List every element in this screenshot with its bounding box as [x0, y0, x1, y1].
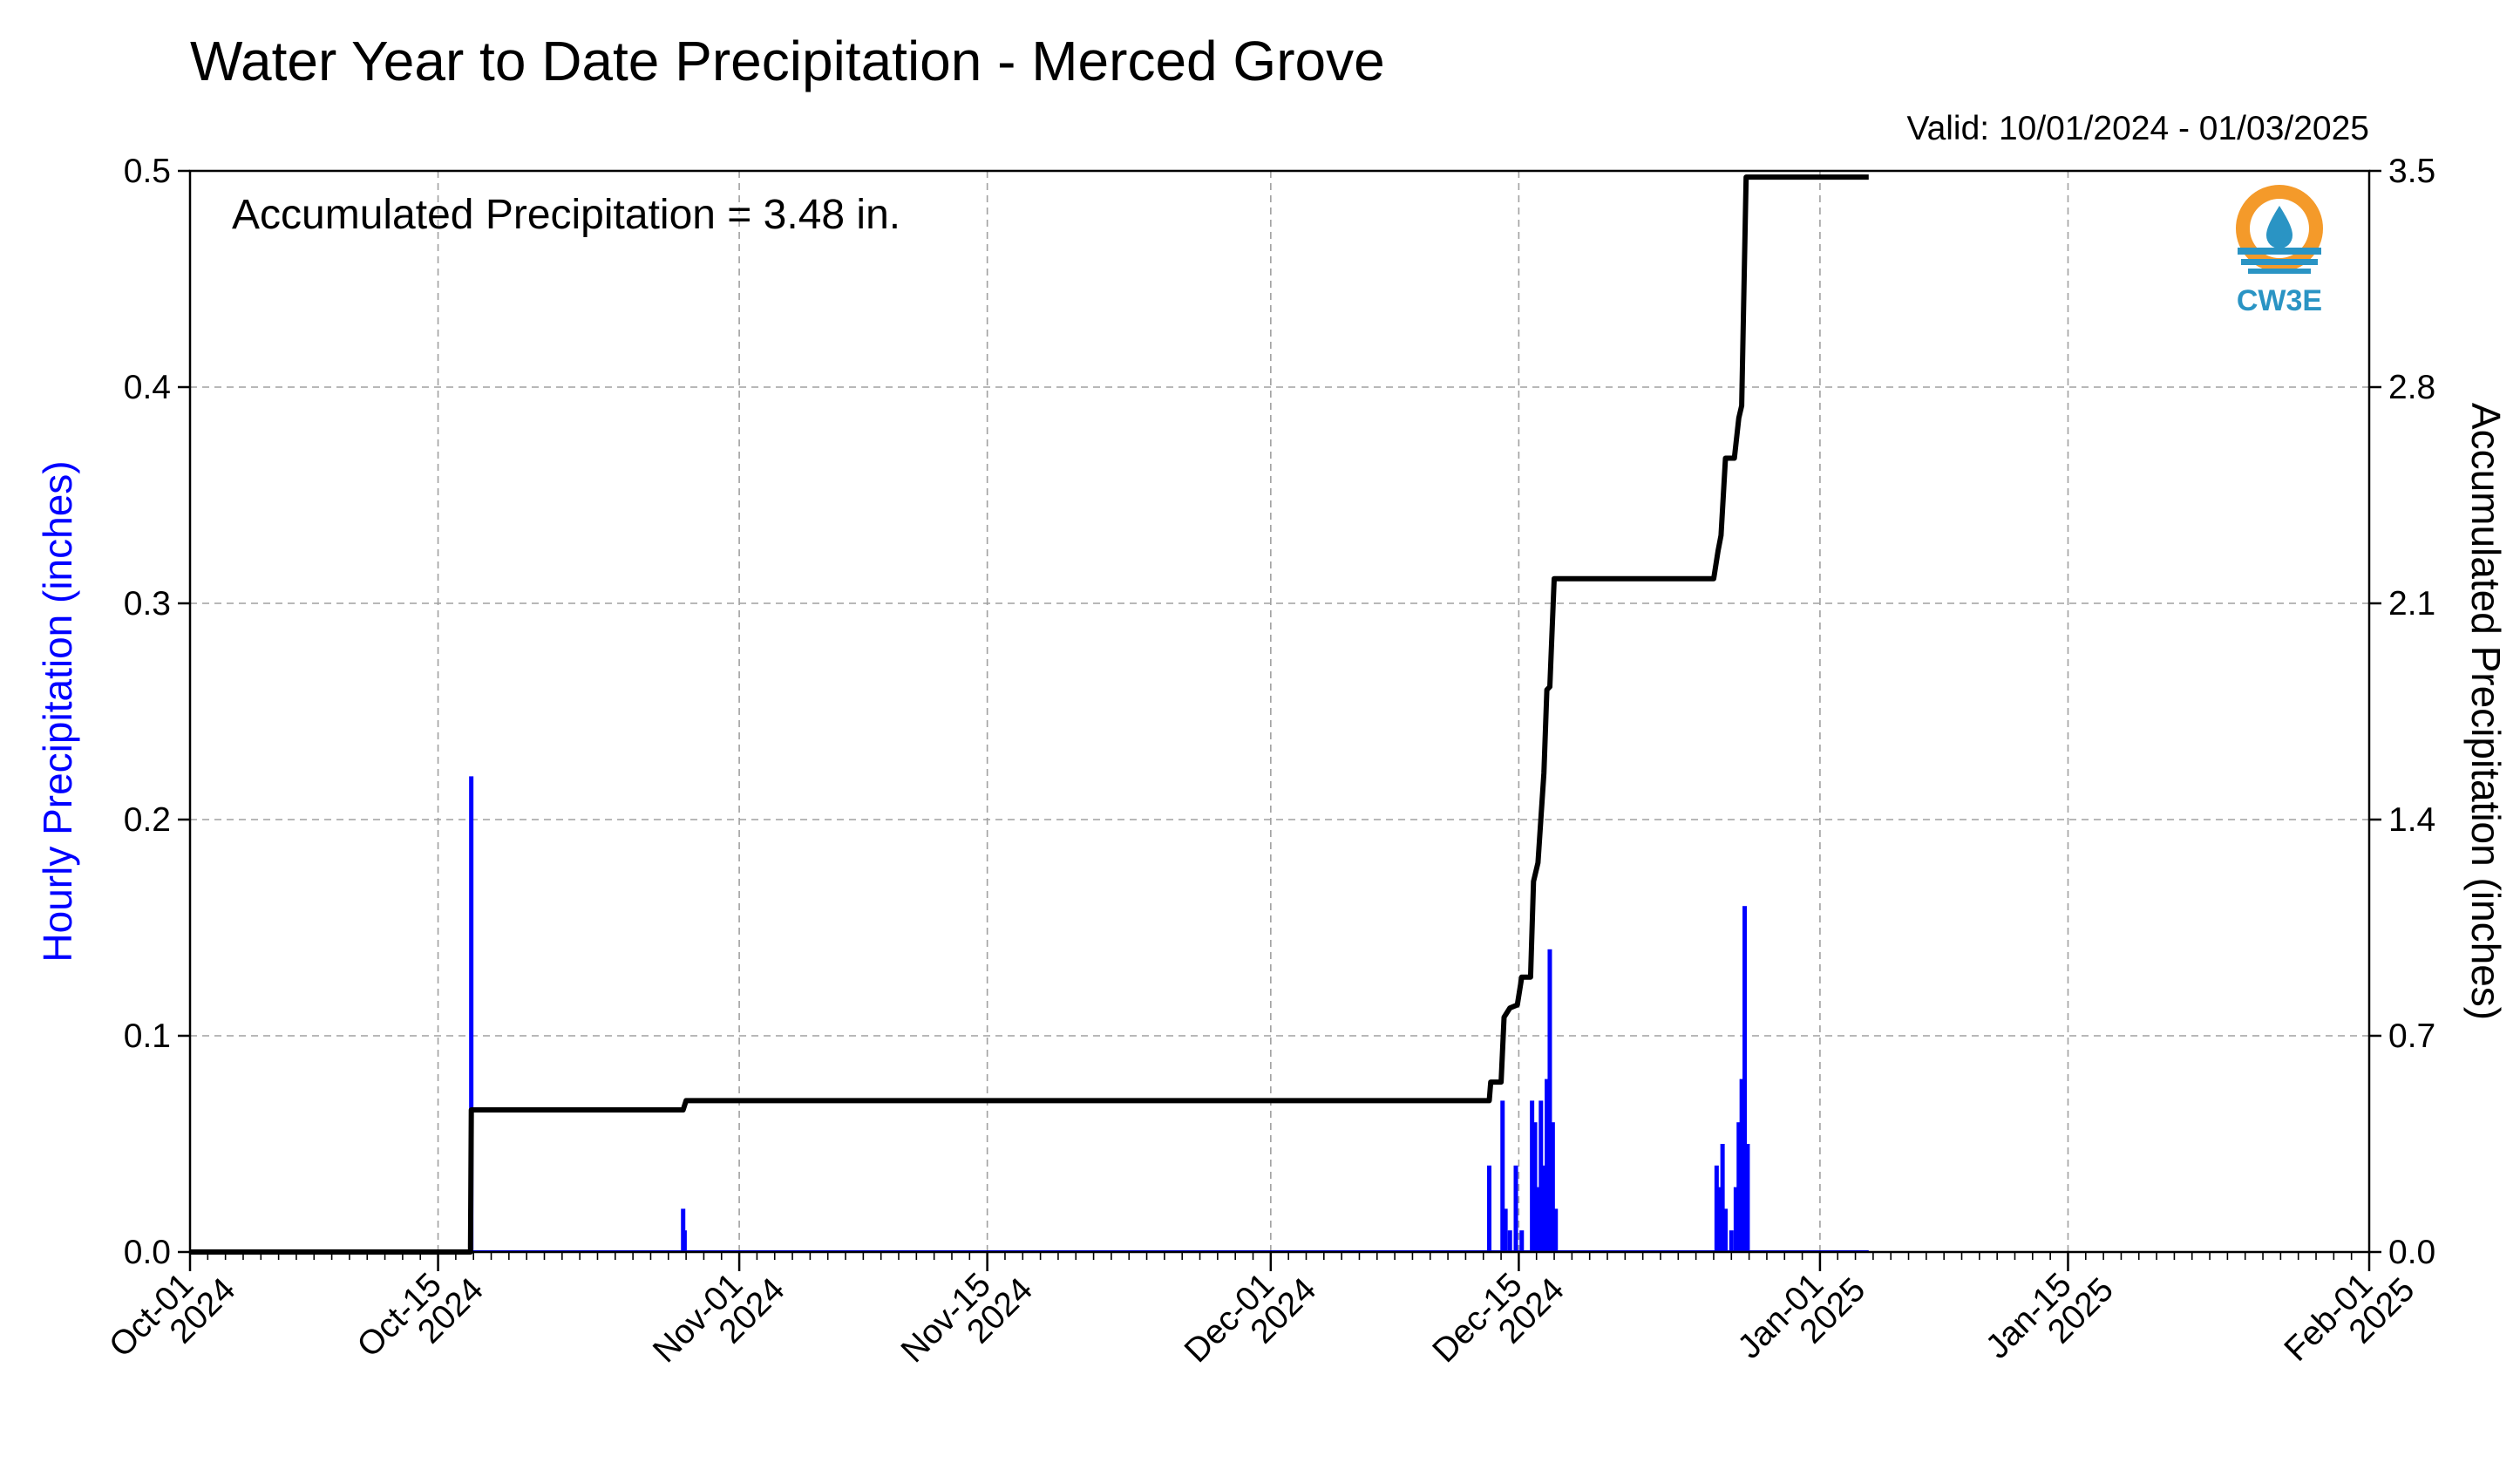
hourly-bar: [1553, 1208, 1559, 1252]
right-tick-label: 3.5: [2388, 153, 2435, 190]
hourly-bar: [1714, 1165, 1719, 1252]
x-tick-label: Jan-012025: [1731, 1248, 1873, 1390]
hourly-bar: [682, 1230, 687, 1252]
right-tick-label: 2.1: [2388, 585, 2435, 623]
hourly-bar: [1519, 1230, 1525, 1252]
logo-drop-icon: [2266, 206, 2292, 248]
valid-range-label: Valid: 10/01/2024 - 01/03/2025: [1906, 110, 2369, 147]
x-tick-label: Dec-012024: [1178, 1248, 1323, 1393]
right-tick-label: 1.4: [2388, 801, 2435, 839]
cw3e-logo: CW3E: [2236, 185, 2323, 317]
x-tick-label: Nov-152024: [894, 1248, 1040, 1393]
grid-lines: [190, 170, 2369, 1253]
hourly-bar: [1729, 1230, 1734, 1252]
hourly-bar: [1513, 1165, 1518, 1252]
hourly-bar: [1742, 906, 1748, 1252]
hourly-bar: [1532, 1122, 1538, 1252]
x-tick-label: Oct-152024: [350, 1248, 491, 1388]
right-axis-label: Accumulated Precipitation (inches): [2463, 403, 2509, 1020]
x-axis: Oct-012024 Oct-152024 Nov-012024 Nov-152024…: [102, 1248, 2422, 1393]
accumulated-precip-line: [190, 174, 1869, 1255]
hourly-bar: [469, 776, 474, 1252]
accumulated-line: [190, 174, 1869, 1255]
hourly-bar: [1547, 949, 1552, 1252]
left-axis: 0.0 0.1 0.2 0.3 0.4 0.5: [124, 153, 190, 1271]
left-axis-label: Hourly Precipitation (inches): [35, 460, 80, 962]
hourly-bar: [1487, 1165, 1492, 1252]
plot-frame: [188, 169, 2371, 1254]
hourly-bar: [1550, 1122, 1555, 1252]
hourly-bar: [1530, 1100, 1535, 1252]
hourly-bar: [1739, 1079, 1744, 1252]
hourly-bar: [1545, 1079, 1550, 1252]
right-tick-label: 0.0: [2388, 1234, 2435, 1271]
hourly-bar: [1535, 1187, 1540, 1252]
hourly-bar: [1541, 1165, 1546, 1252]
logo-text: CW3E: [2237, 284, 2322, 317]
hourly-bar: [1733, 1187, 1738, 1252]
right-axis: 0.0 0.7 1.4 2.1 2.8 3.5: [2369, 153, 2435, 1271]
hourly-bar: [1736, 1122, 1742, 1252]
left-tick-label: 0.0: [124, 1234, 171, 1271]
hourly-precip-bars: [190, 776, 1869, 1252]
hourly-bar: [1723, 1208, 1729, 1252]
left-tick-label: 0.3: [124, 585, 171, 623]
left-tick-label: 0.4: [124, 369, 171, 406]
hourly-bar: [1500, 1100, 1505, 1252]
hourly-bar: [1745, 1144, 1750, 1252]
x-tick-label: Dec-152024: [1425, 1248, 1571, 1393]
hourly-bar: [1507, 1230, 1512, 1252]
left-tick-label: 0.1: [124, 1017, 171, 1055]
left-tick-label: 0.2: [124, 801, 171, 839]
hourly-bar: [1538, 1100, 1544, 1252]
accumulated-annotation: Accumulated Precipitation = 3.48 in.: [232, 192, 900, 238]
hourly-bar: [1720, 1144, 1725, 1252]
x-tick-label: Jan-152025: [1979, 1248, 2121, 1390]
hourly-bar: [1503, 1208, 1508, 1252]
chart-title: Water Year to Date Precipitation - Merce…: [190, 30, 1385, 92]
hourly-bar: [1717, 1187, 1722, 1252]
right-tick-label: 2.8: [2388, 369, 2435, 406]
x-tick-label: Nov-012024: [646, 1248, 791, 1393]
right-tick-label: 0.7: [2388, 1017, 2435, 1055]
left-tick-label: 0.5: [124, 153, 171, 190]
